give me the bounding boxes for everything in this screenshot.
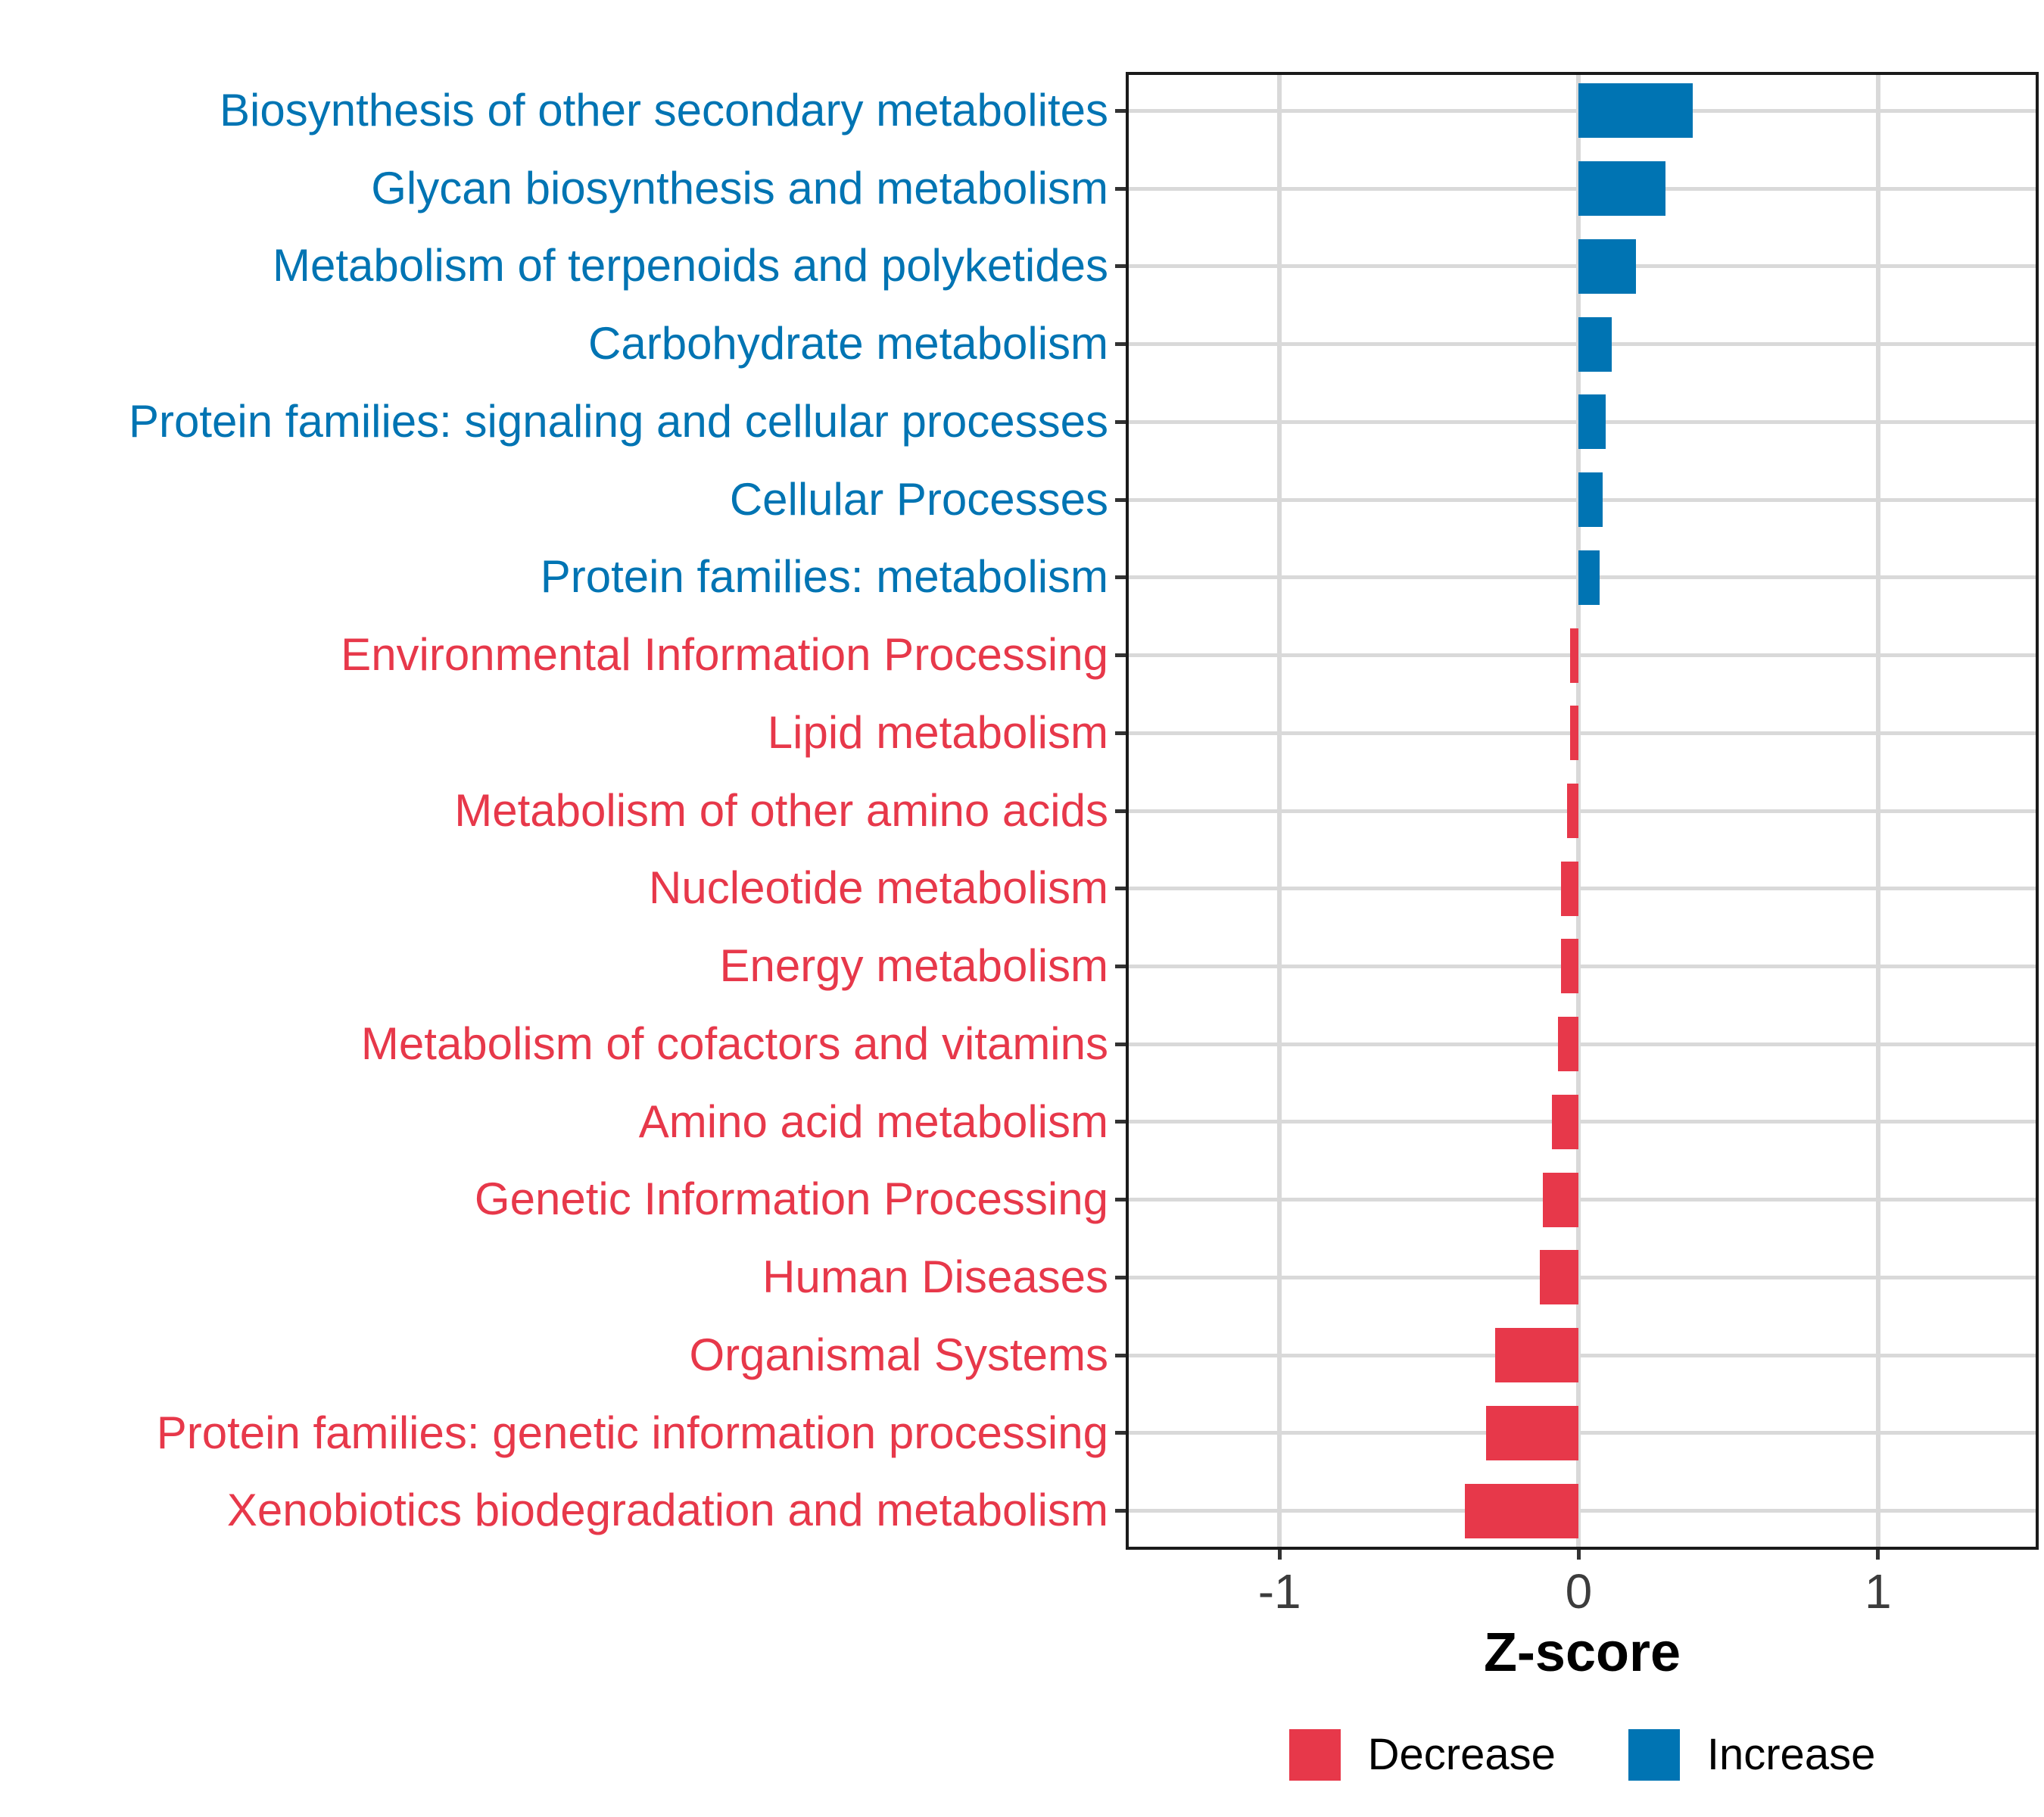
bar-increase-5 [1578,472,1603,528]
bar-decrease-7 [1569,628,1579,683]
y-tick-mark [1115,1042,1126,1046]
y-tick-mark [1115,264,1126,269]
y-tick-mark [1115,108,1126,113]
bar-increase-1 [1578,161,1666,217]
y-axis-label: Metabolism of cofactors and vitamins [360,1018,1108,1069]
horizontal-gridline [1129,1120,2036,1124]
y-axis-label: Protein families: signaling and cellular… [129,395,1108,447]
x-axis-title: Z-score [1483,1622,1681,1683]
y-axis-label: Lipid metabolism [767,706,1108,758]
y-tick-mark [1115,653,1126,658]
horizontal-gridline [1129,887,2036,891]
horizontal-gridline [1129,964,2036,968]
y-tick-mark [1115,1120,1126,1124]
y-axis-label: Genetic Information Processing [474,1173,1108,1225]
y-axis-label: Human Diseases [762,1251,1108,1303]
y-tick-mark [1115,342,1126,347]
y-tick-mark [1115,964,1126,968]
legend-swatch-decrease [1288,1729,1341,1781]
legend-label: Increase [1706,1730,1876,1779]
y-axis-label: Biosynthesis of other secondary metaboli… [220,85,1108,136]
bar-decrease-12 [1557,1017,1579,1072]
x-tick-label: -1 [1257,1564,1301,1619]
y-tick-mark [1115,419,1126,424]
horizontal-gridline [1129,1353,2036,1357]
x-tick-mark [1277,1550,1282,1560]
horizontal-gridline [1129,1275,2036,1279]
horizontal-gridline [1129,731,2036,735]
y-axis-label: Amino acid metabolism [638,1095,1108,1147]
y-axis-label: Nucleotide metabolism [649,862,1108,914]
y-axis-label: Xenobiotics biodegradation and metabolis… [226,1485,1108,1536]
bar-increase-3 [1578,316,1612,372]
horizontal-gridline [1129,1509,2036,1513]
y-axis-label: Glycan biosynthesis and metabolism [371,162,1108,213]
y-tick-mark [1115,731,1126,735]
bar-increase-6 [1578,550,1600,605]
horizontal-gridline [1129,1198,2036,1202]
legend-item-decrease: Decrease [1288,1729,1556,1781]
y-axis-label: Protein families: metabolism [540,551,1108,603]
y-tick-mark [1115,809,1126,813]
legend-label: Decrease [1367,1730,1556,1779]
y-axis-label: Metabolism of other amino acids [454,784,1108,836]
bar-decrease-15 [1540,1250,1579,1305]
legend: Decrease Increase [1126,1729,2039,1781]
y-tick-mark [1115,186,1126,191]
y-axis-label: Environmental Information Processing [341,629,1108,681]
y-tick-mark [1115,497,1126,502]
bar-decrease-11 [1560,939,1579,994]
legend-swatch-increase [1628,1729,1680,1781]
y-axis-label: Carbohydrate metabolism [588,318,1108,369]
x-tick-mark [1876,1550,1880,1560]
horizontal-gridline [1129,1431,2036,1435]
y-tick-mark [1115,1353,1126,1357]
bar-decrease-18 [1465,1483,1579,1538]
x-tick-label: 1 [1864,1564,1892,1619]
y-tick-mark [1115,1509,1126,1513]
y-axis-label: Metabolism of terpenoids and polyketides [273,240,1108,291]
plot-panel [1126,72,2039,1550]
x-tick-mark [1576,1550,1581,1560]
y-axis-label: Cellular Processes [729,473,1108,525]
bar-decrease-13 [1551,1094,1579,1149]
horizontal-gridline [1129,809,2036,813]
y-axis-label: Protein families: genetic information pr… [156,1407,1108,1458]
x-tick-label: 0 [1565,1564,1593,1619]
y-tick-mark [1115,1275,1126,1279]
y-axis-label: Energy metabolism [719,940,1108,992]
bar-increase-0 [1578,83,1693,139]
bar-decrease-17 [1485,1405,1579,1460]
bar-decrease-16 [1494,1328,1579,1383]
y-tick-mark [1115,1431,1126,1435]
horizontal-gridline [1129,1042,2036,1046]
y-tick-mark [1115,887,1126,891]
y-tick-mark [1115,575,1126,580]
legend-item-increase: Increase [1628,1729,1875,1781]
bar-increase-2 [1578,238,1636,294]
horizontal-gridline [1129,653,2036,658]
bar-decrease-10 [1560,861,1579,916]
bar-decrease-9 [1566,784,1579,838]
bar-decrease-14 [1543,1172,1579,1227]
bar-decrease-8 [1569,706,1579,761]
bar-increase-4 [1578,394,1606,450]
y-axis-label: Organismal Systems [689,1329,1108,1380]
y-tick-mark [1115,1198,1126,1202]
